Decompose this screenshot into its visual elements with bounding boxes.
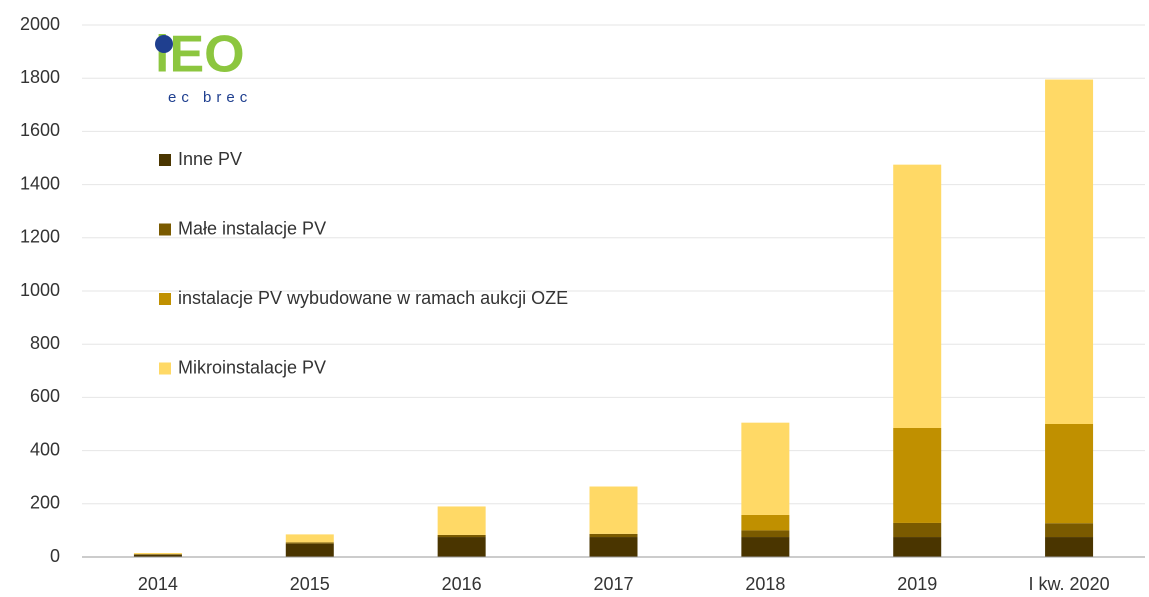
- legend-swatch: [159, 362, 171, 375]
- y-tick-label: 0: [50, 546, 60, 566]
- logo-main: iEO: [155, 26, 245, 84]
- bar-segment: [589, 486, 638, 534]
- bar-segment: [741, 537, 790, 557]
- y-tick-label: 1000: [20, 280, 60, 300]
- bar-segment: [437, 534, 486, 538]
- x-tick-label: 2017: [593, 574, 633, 594]
- legend-label: Inne PV: [178, 149, 242, 169]
- bar-segment: [893, 522, 942, 538]
- legend-label: instalacje PV wybudowane w ramach aukcji…: [178, 288, 568, 308]
- bar-segment: [285, 534, 334, 543]
- bar-segment: [741, 514, 790, 531]
- bar-segment: [1045, 424, 1094, 524]
- bar-segment: [1045, 537, 1094, 557]
- logo-sub: ec brec: [168, 89, 252, 106]
- bar-segment: [893, 164, 942, 428]
- x-tick-label: 2018: [745, 574, 785, 594]
- legend-swatch: [159, 154, 171, 166]
- bar-segment: [285, 542, 334, 544]
- y-tick-label: 200: [30, 493, 60, 513]
- x-tick-label: 2016: [442, 574, 482, 594]
- y-tick-label: 400: [30, 439, 60, 459]
- y-tick-label: 1200: [20, 227, 60, 247]
- bar-segment: [437, 506, 486, 535]
- x-tick-label: 2019: [897, 574, 937, 594]
- bar-segment: [589, 533, 638, 538]
- y-tick-label: 800: [30, 333, 60, 353]
- x-tick-label: 2014: [138, 574, 178, 594]
- x-tick-label: 2015: [290, 574, 330, 594]
- bar-segment: [133, 553, 182, 555]
- y-tick-label: 1800: [20, 67, 60, 87]
- bar-segment: [133, 554, 182, 557]
- bar-segment: [1045, 79, 1094, 424]
- bar-segment: [1045, 523, 1094, 538]
- y-tick-label: 1400: [20, 173, 60, 193]
- legend-label: Mikroinstalacje PV: [178, 357, 326, 377]
- legend-label: Małe instalacje PV: [178, 218, 326, 238]
- logo-dot: [155, 35, 173, 53]
- y-tick-label: 600: [30, 386, 60, 406]
- x-tick-label: I kw. 2020: [1029, 574, 1110, 594]
- legend-swatch: [159, 223, 171, 236]
- y-tick-label: 2000: [20, 14, 60, 34]
- legend-swatch: [159, 293, 171, 305]
- bar-segment: [589, 537, 638, 557]
- bar-segment: [741, 422, 790, 515]
- bar-segment: [285, 543, 334, 557]
- y-tick-label: 1600: [20, 120, 60, 140]
- bar-segment: [741, 530, 790, 538]
- bar-segment: [893, 537, 942, 557]
- bar-segment: [893, 427, 942, 523]
- bar-segment: [437, 537, 486, 557]
